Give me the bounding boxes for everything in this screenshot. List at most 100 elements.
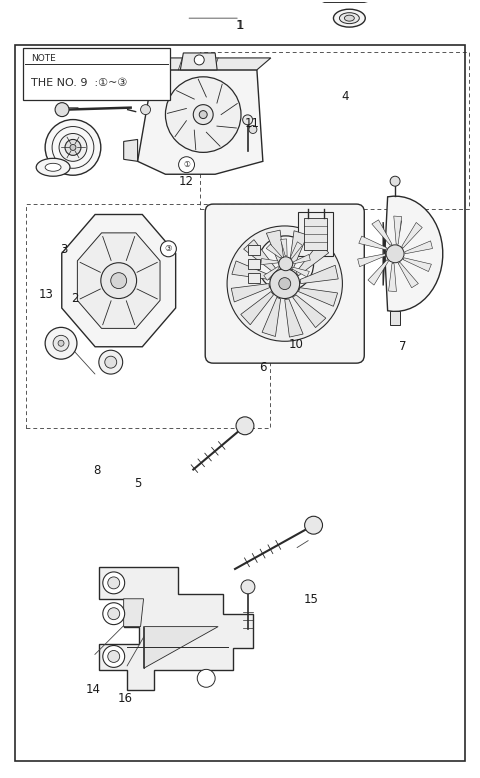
Polygon shape bbox=[405, 241, 432, 254]
Polygon shape bbox=[383, 196, 443, 311]
Text: 3: 3 bbox=[60, 244, 67, 256]
Polygon shape bbox=[287, 271, 299, 287]
Polygon shape bbox=[388, 263, 396, 292]
Circle shape bbox=[58, 340, 64, 346]
Circle shape bbox=[249, 125, 257, 134]
Bar bbox=[304, 218, 327, 250]
Ellipse shape bbox=[36, 159, 70, 177]
Circle shape bbox=[53, 335, 69, 351]
Circle shape bbox=[108, 608, 120, 619]
Circle shape bbox=[390, 177, 400, 186]
Polygon shape bbox=[358, 254, 385, 267]
Polygon shape bbox=[138, 70, 263, 174]
Text: 12: 12 bbox=[179, 175, 194, 188]
Polygon shape bbox=[232, 261, 271, 279]
Polygon shape bbox=[289, 231, 307, 270]
Bar bbox=[248, 259, 260, 268]
Circle shape bbox=[101, 263, 137, 299]
Circle shape bbox=[141, 105, 151, 114]
Polygon shape bbox=[261, 258, 278, 265]
Text: 15: 15 bbox=[303, 593, 318, 606]
Circle shape bbox=[45, 120, 101, 175]
Polygon shape bbox=[285, 299, 303, 337]
Ellipse shape bbox=[344, 16, 354, 21]
Text: ①: ① bbox=[183, 160, 190, 169]
Circle shape bbox=[160, 241, 176, 257]
Text: 6: 6 bbox=[259, 361, 267, 374]
Text: 1: 1 bbox=[236, 19, 244, 32]
Text: NOTE: NOTE bbox=[31, 54, 56, 63]
Polygon shape bbox=[281, 239, 287, 256]
Circle shape bbox=[45, 328, 77, 359]
Circle shape bbox=[111, 272, 127, 289]
Bar bbox=[200, 52, 468, 209]
Polygon shape bbox=[124, 139, 138, 161]
Bar bbox=[390, 311, 400, 325]
Circle shape bbox=[70, 145, 76, 150]
Polygon shape bbox=[402, 223, 422, 248]
Circle shape bbox=[305, 517, 323, 534]
Polygon shape bbox=[359, 236, 387, 250]
Circle shape bbox=[103, 572, 125, 594]
Circle shape bbox=[108, 650, 120, 662]
FancyBboxPatch shape bbox=[205, 204, 364, 363]
Polygon shape bbox=[290, 242, 302, 258]
Bar bbox=[26, 204, 270, 428]
Polygon shape bbox=[398, 262, 419, 288]
Polygon shape bbox=[266, 230, 285, 268]
Circle shape bbox=[59, 134, 87, 161]
Polygon shape bbox=[293, 295, 326, 328]
Text: 11: 11 bbox=[244, 117, 259, 130]
Text: 1: 1 bbox=[236, 19, 244, 32]
Circle shape bbox=[279, 257, 293, 271]
Ellipse shape bbox=[45, 163, 61, 171]
Polygon shape bbox=[300, 265, 338, 284]
Polygon shape bbox=[231, 284, 269, 302]
Polygon shape bbox=[241, 292, 274, 324]
Polygon shape bbox=[295, 0, 409, 2]
Polygon shape bbox=[299, 288, 337, 307]
Text: THE NO. 9  :①~③: THE NO. 9 :①~③ bbox=[31, 78, 128, 88]
Circle shape bbox=[279, 278, 291, 289]
Circle shape bbox=[65, 139, 81, 156]
Bar bbox=[248, 245, 260, 254]
Text: ③: ③ bbox=[165, 244, 172, 254]
Polygon shape bbox=[293, 254, 311, 264]
Circle shape bbox=[243, 115, 252, 124]
Polygon shape bbox=[99, 567, 253, 690]
Polygon shape bbox=[292, 267, 310, 277]
Circle shape bbox=[103, 646, 125, 668]
Circle shape bbox=[258, 236, 313, 292]
Circle shape bbox=[99, 350, 123, 374]
Text: 16: 16 bbox=[118, 692, 133, 705]
Circle shape bbox=[197, 669, 215, 687]
Circle shape bbox=[194, 55, 204, 65]
Text: 5: 5 bbox=[134, 477, 141, 490]
Bar bbox=[248, 272, 260, 282]
Circle shape bbox=[193, 105, 213, 124]
Polygon shape bbox=[372, 220, 392, 245]
Ellipse shape bbox=[339, 12, 360, 23]
Circle shape bbox=[236, 417, 254, 435]
Circle shape bbox=[227, 226, 342, 342]
Circle shape bbox=[241, 580, 255, 594]
Circle shape bbox=[55, 103, 69, 117]
Bar bbox=[23, 48, 170, 100]
Polygon shape bbox=[262, 297, 281, 337]
Text: 2: 2 bbox=[72, 292, 79, 305]
Circle shape bbox=[199, 110, 207, 118]
Polygon shape bbox=[124, 599, 144, 626]
Bar bbox=[298, 212, 334, 256]
Polygon shape bbox=[394, 216, 402, 244]
Polygon shape bbox=[276, 271, 284, 289]
Text: 7: 7 bbox=[398, 340, 406, 353]
Text: 13: 13 bbox=[38, 288, 53, 301]
Circle shape bbox=[179, 156, 194, 173]
Circle shape bbox=[108, 577, 120, 589]
Polygon shape bbox=[144, 626, 218, 668]
Polygon shape bbox=[403, 258, 432, 272]
Circle shape bbox=[105, 356, 117, 368]
Polygon shape bbox=[180, 53, 217, 70]
Text: 4: 4 bbox=[341, 90, 349, 103]
Text: 14: 14 bbox=[86, 682, 101, 696]
